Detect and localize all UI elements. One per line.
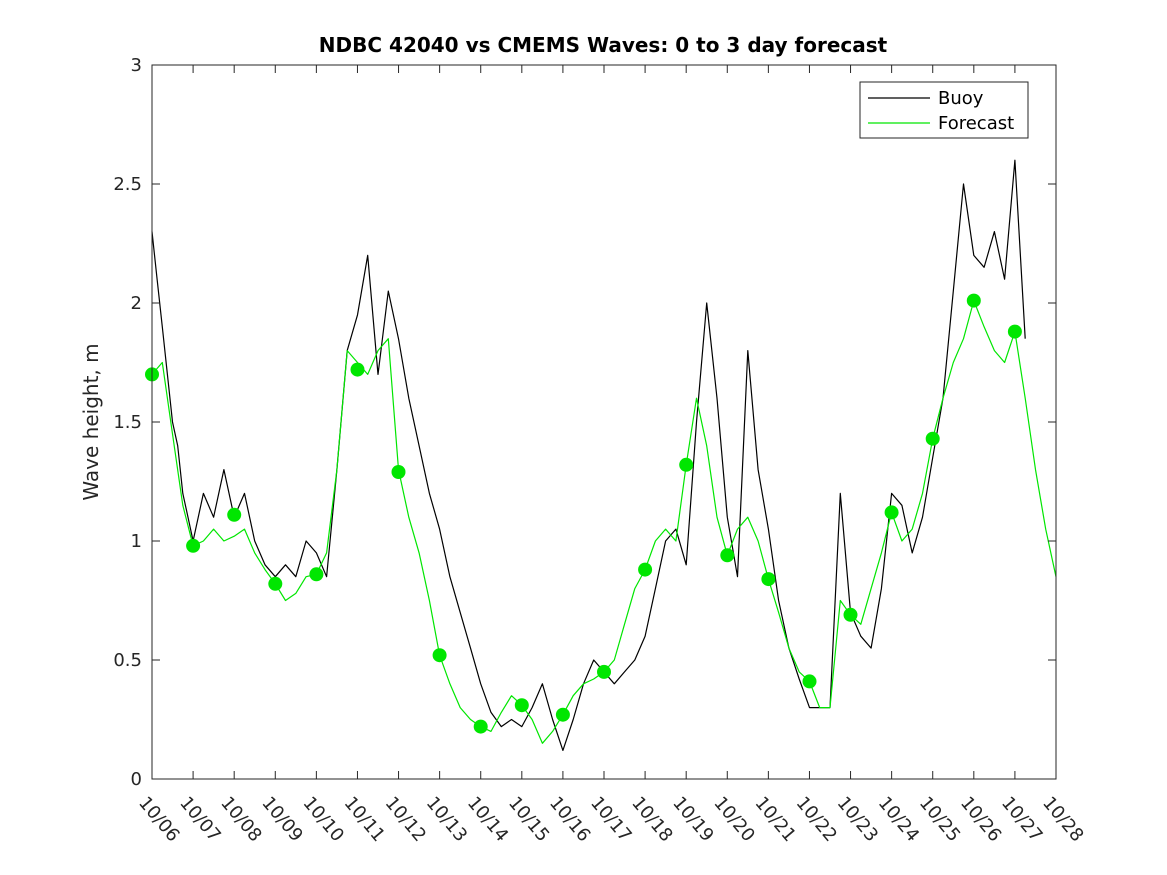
- y-tick-label: 0.5: [113, 650, 142, 671]
- x-tick-label: 10/22: [792, 793, 841, 846]
- x-tick-label: 10/09: [257, 793, 306, 846]
- x-tick-label: 10/23: [833, 793, 882, 846]
- legend-label-forecast: Forecast: [938, 113, 1014, 134]
- forecast-marker: [268, 576, 283, 591]
- forecast-marker: [925, 431, 940, 446]
- y-tick-label: 1.5: [113, 412, 142, 433]
- plot-area: [152, 65, 1056, 779]
- y-tick-label: 1: [131, 531, 142, 552]
- x-tick-label: 10/14: [463, 793, 512, 846]
- x-tick-label: 10/10: [299, 793, 348, 846]
- forecast-marker: [679, 457, 694, 472]
- forecast-marker: [555, 707, 570, 722]
- x-tick-label: 10/24: [874, 793, 923, 846]
- x-tick-label: 10/25: [915, 793, 964, 846]
- forecast-marker: [597, 664, 611, 679]
- series-line-buoy: [151, 159, 1026, 752]
- y-tick-label: 2: [131, 293, 142, 314]
- y-tick-label: 2.5: [113, 174, 142, 195]
- legend-box: [859, 81, 1029, 139]
- x-tick-label: 10/20: [709, 793, 758, 846]
- forecast-marker: [514, 698, 529, 713]
- x-tick-label: 10/28: [1038, 793, 1087, 846]
- chart-title: NDBC 42040 vs CMEMS Waves: 0 to 3 day fo…: [319, 33, 888, 57]
- forecast-marker: [638, 562, 653, 577]
- x-tick-label: 10/27: [997, 793, 1046, 846]
- x-tick-label: 10/06: [134, 793, 183, 846]
- x-tick-label: 10/07: [175, 793, 224, 846]
- y-tick-label: 3: [131, 55, 142, 76]
- y-axis-label: Wave height, m: [79, 343, 103, 500]
- x-tick-label: 10/08: [216, 793, 265, 846]
- legend-label-buoy: Buoy: [938, 88, 984, 109]
- forecast-marker: [350, 362, 365, 377]
- x-tick-label: 10/17: [586, 793, 635, 846]
- x-tick-label: 10/12: [381, 793, 430, 846]
- forecast-marker: [720, 548, 735, 563]
- forecast-marker: [966, 293, 981, 308]
- forecast-marker: [802, 674, 817, 689]
- x-tick-label: 10/13: [422, 793, 471, 846]
- forecast-marker: [884, 505, 899, 520]
- x-tick-label: 10/18: [627, 793, 676, 846]
- x-tick-label: 10/21: [751, 793, 800, 846]
- forecast-marker: [186, 538, 201, 553]
- forecast-marker: [227, 507, 242, 522]
- forecast-marker: [1007, 324, 1022, 339]
- forecast-marker: [391, 465, 406, 479]
- forecast-marker: [309, 567, 324, 582]
- x-tick-label: 10/11: [340, 793, 389, 846]
- forecast-marker: [843, 607, 858, 622]
- forecast-marker: [473, 719, 488, 734]
- forecast-marker: [761, 572, 776, 587]
- x-tick-label: 10/15: [504, 793, 553, 846]
- legend: Buoy Forecast: [859, 81, 1029, 139]
- x-tick-label: 10/16: [545, 793, 594, 846]
- x-tick-label: 10/26: [956, 793, 1005, 846]
- forecast-marker: [432, 648, 447, 663]
- y-tick-label: 0: [131, 769, 142, 790]
- x-tick-label: 10/19: [668, 793, 717, 846]
